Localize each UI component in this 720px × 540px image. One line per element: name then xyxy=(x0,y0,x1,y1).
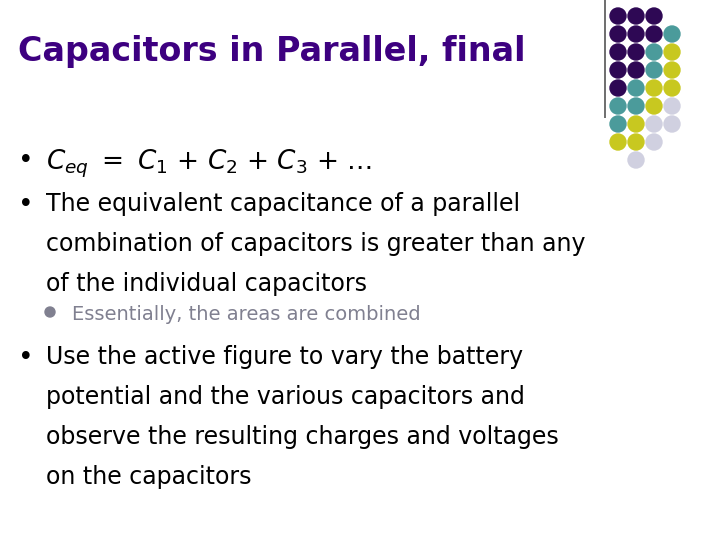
Text: $\mathit{C}_{eq}$ $=$ $\mathit{C}_1$ $+$ $\mathit{C}_2$ $+$ $\mathit{C}_3$ $+$ $: $\mathit{C}_{eq}$ $=$ $\mathit{C}_1$ $+$… xyxy=(46,148,372,180)
Circle shape xyxy=(610,26,626,42)
Circle shape xyxy=(646,134,662,150)
Circle shape xyxy=(610,134,626,150)
Circle shape xyxy=(628,152,644,168)
Circle shape xyxy=(628,62,644,78)
Circle shape xyxy=(664,98,680,114)
Circle shape xyxy=(646,44,662,60)
Text: The equivalent capacitance of a parallel: The equivalent capacitance of a parallel xyxy=(46,192,520,216)
Circle shape xyxy=(664,116,680,132)
Circle shape xyxy=(646,26,662,42)
Circle shape xyxy=(628,134,644,150)
Circle shape xyxy=(628,98,644,114)
Text: •: • xyxy=(18,192,34,218)
Circle shape xyxy=(646,116,662,132)
Circle shape xyxy=(664,62,680,78)
Text: Use the active figure to vary the battery: Use the active figure to vary the batter… xyxy=(46,345,523,369)
Text: observe the resulting charges and voltages: observe the resulting charges and voltag… xyxy=(46,425,559,449)
Text: of the individual capacitors: of the individual capacitors xyxy=(46,272,367,296)
Circle shape xyxy=(610,116,626,132)
Circle shape xyxy=(646,62,662,78)
Circle shape xyxy=(610,8,626,24)
Circle shape xyxy=(646,98,662,114)
Circle shape xyxy=(610,80,626,96)
Circle shape xyxy=(628,44,644,60)
Text: Essentially, the areas are combined: Essentially, the areas are combined xyxy=(72,305,420,324)
Circle shape xyxy=(628,116,644,132)
Circle shape xyxy=(610,62,626,78)
Circle shape xyxy=(628,26,644,42)
Circle shape xyxy=(646,8,662,24)
Text: combination of capacitors is greater than any: combination of capacitors is greater tha… xyxy=(46,232,585,256)
Circle shape xyxy=(610,44,626,60)
Text: •: • xyxy=(18,345,34,371)
Circle shape xyxy=(664,44,680,60)
Text: potential and the various capacitors and: potential and the various capacitors and xyxy=(46,385,525,409)
Circle shape xyxy=(646,80,662,96)
Circle shape xyxy=(664,80,680,96)
Text: Capacitors in Parallel, final: Capacitors in Parallel, final xyxy=(18,35,526,68)
Circle shape xyxy=(45,307,55,317)
Circle shape xyxy=(628,8,644,24)
Text: on the capacitors: on the capacitors xyxy=(46,465,251,489)
Circle shape xyxy=(628,80,644,96)
Text: •: • xyxy=(18,148,34,174)
Circle shape xyxy=(610,98,626,114)
Circle shape xyxy=(664,26,680,42)
